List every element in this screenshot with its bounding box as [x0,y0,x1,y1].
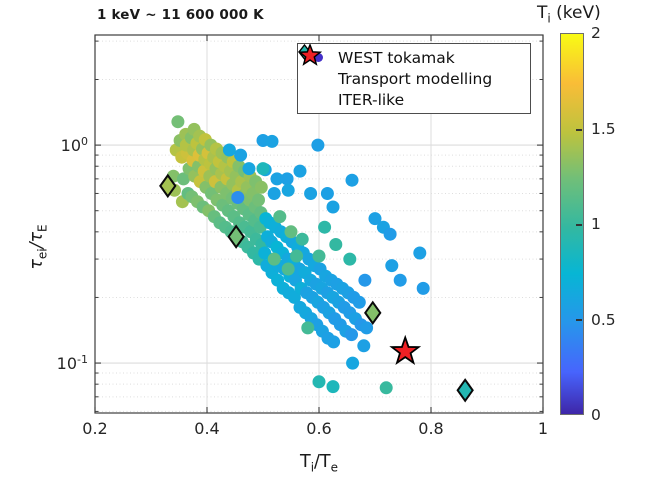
x-axis-label: Ti/Te [299,452,339,475]
colorbar-tick-label: 2 [591,24,601,42]
y-axis-label: τei/τE [26,224,50,270]
colorbar-tick-label: 0.5 [591,311,616,329]
x-tick-label: 0.8 [418,419,444,438]
legend-item-west-tokamak: WEST tokamak [298,47,530,68]
scatter-points [166,115,430,395]
x-tick-label: 0.4 [194,419,220,438]
legend-label: ITER-like [338,90,405,109]
x-tick-label: 0.6 [306,419,332,438]
legend: WEST tokamak Transport modelling ITER-li… [297,43,531,114]
colorbar-tick [576,319,582,321]
diamond-markers [159,173,474,403]
dot-marker-icon [298,53,338,62]
y-tick-label: 100 [60,134,88,156]
legend-item-transport-modelling: Transport modelling [298,44,530,89]
colorbar-tick-label: 1 [591,215,601,233]
y-tick-label: 10-1 [56,352,88,374]
colorbar-title: Ti (keV) [537,3,601,26]
legend-item-iter-like: ITER-like [298,44,530,110]
x-tick-label: 0.2 [82,419,108,438]
colorbar-tick [576,224,582,226]
annotation-kev-conversion: 1 keV ~ 11 600 000 K [97,7,264,23]
colorbar-tick-label: 1.5 [591,120,616,138]
colorbar-tick [576,129,582,131]
legend-label: WEST tokamak [338,48,455,67]
colorbar [560,33,584,415]
x-tick-label: 1 [537,419,549,438]
legend-label: Transport modelling [338,69,493,88]
axes-box [94,34,544,414]
star-marker [389,334,422,366]
colorbar-tick-label: 0 [591,406,601,424]
